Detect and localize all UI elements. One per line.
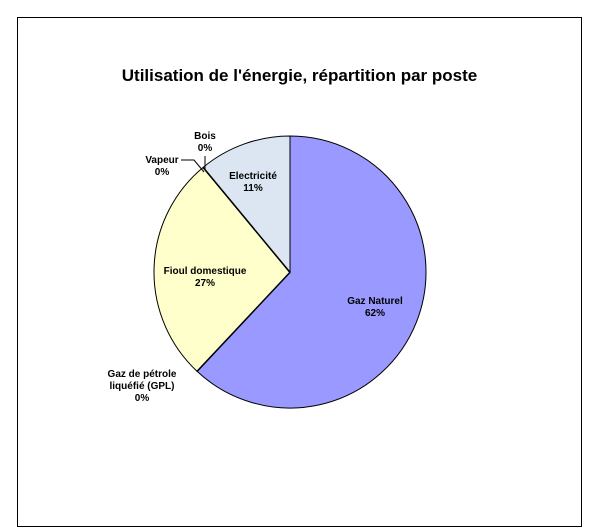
slice-label: Vapeur bbox=[145, 155, 179, 166]
slice-value-label: 11% bbox=[243, 183, 263, 194]
slice-label: Gaz de pétrole liquéfié (GPL) bbox=[107, 369, 177, 392]
slice-value-label: 62% bbox=[364, 308, 385, 319]
slice-label: Electricité bbox=[229, 171, 277, 182]
slice-value-label: 27% bbox=[194, 278, 215, 289]
pie-slice bbox=[202, 135, 291, 274]
pie-slice bbox=[153, 166, 291, 372]
slice-label: Fioul domestique bbox=[163, 266, 247, 277]
slice-label: Bois bbox=[194, 131, 216, 142]
pie-slice bbox=[196, 135, 427, 409]
chart bbox=[153, 135, 427, 409]
leader-line bbox=[181, 159, 205, 173]
slice-label: Gaz Naturel bbox=[347, 296, 403, 307]
slice-value-label: 0% bbox=[134, 393, 150, 404]
slice-value-label: 0% bbox=[154, 167, 170, 178]
slice-value-label: 0% bbox=[197, 143, 213, 154]
page: Utilisation de l'énergie, répartition pa… bbox=[17, 17, 582, 527]
chart-title: Utilisation de l'énergie, répartition pa… bbox=[121, 66, 478, 85]
